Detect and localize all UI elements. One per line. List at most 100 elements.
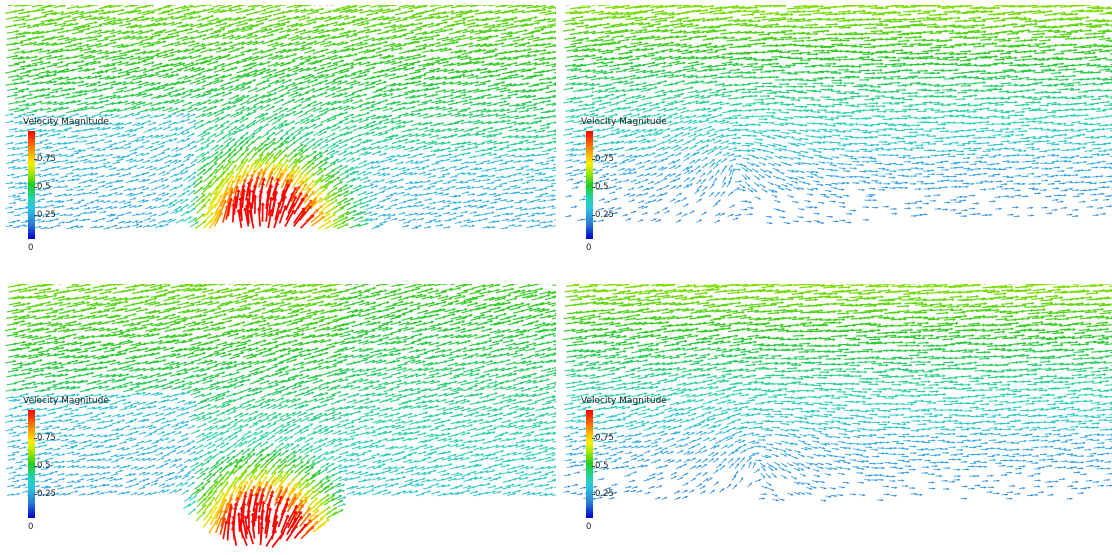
vector-arrowhead [192, 163, 196, 167]
vector-arrowhead [241, 141, 244, 144]
vector-arrowhead [255, 47, 258, 51]
vector-arrowhead [247, 106, 250, 110]
vector-arrowhead [440, 187, 444, 190]
vector-arrowhead [249, 40, 253, 44]
vector-arrowhead [540, 161, 544, 165]
vector-arrow [463, 5, 475, 8]
vector-arrowhead [368, 171, 372, 175]
vector-arrowhead [336, 158, 339, 162]
vector-arrowhead [419, 21, 423, 26]
vector-arrowhead [427, 187, 431, 190]
vector-arrowhead [334, 100, 337, 104]
vector-arrowhead [270, 5, 273, 7]
vector-arrowhead [398, 144, 402, 148]
vector-arrowhead [175, 73, 179, 77]
vector-arrowhead [327, 118, 331, 121]
vector-arrowhead [112, 29, 115, 33]
vector-arrowhead [228, 17, 232, 21]
vector-arrowhead [468, 141, 472, 144]
vector-arrowhead [15, 87, 18, 91]
vector-arrowhead [292, 111, 296, 114]
vector-arrowhead [552, 109, 555, 113]
vector-arrowhead [314, 40, 318, 44]
vector-arrowhead [142, 135, 145, 139]
vector-arrowhead [346, 98, 350, 102]
vector-arrowhead [475, 74, 479, 79]
vector-arrowhead [546, 86, 550, 90]
vector-arrowhead [154, 115, 158, 118]
vector-arrowhead [52, 95, 55, 99]
vector-arrowhead [66, 68, 70, 72]
vector-arrowhead [379, 121, 382, 125]
vector-arrowhead [113, 167, 117, 170]
vector-arrowhead [317, 143, 321, 147]
vector-arrowhead [292, 82, 296, 86]
vector-arrowhead [129, 121, 132, 125]
vector-arrowhead [443, 81, 446, 85]
vector-arrowhead [434, 181, 438, 185]
vector-arrowhead [125, 100, 129, 104]
vector-arrowhead [245, 164, 250, 168]
vector-arrowhead [390, 107, 393, 111]
vector-arrowhead [544, 187, 548, 190]
vector-arrowhead [410, 9, 414, 13]
vector-arrowhead [496, 86, 500, 90]
vector-arrowhead [453, 179, 457, 182]
vector-arrowhead [242, 82, 246, 86]
vector-arrowhead [311, 74, 315, 78]
vector-arrowhead [191, 66, 195, 70]
vector-arrowhead [392, 16, 396, 20]
vector-arrowhead [10, 113, 14, 116]
vector-arrowhead [117, 126, 121, 129]
vector-arrowhead [81, 10, 85, 14]
vector-arrowhead [435, 93, 439, 97]
vector-arrowhead [548, 9, 552, 14]
vector-arrowhead [249, 66, 253, 70]
vector-arrowhead [84, 139, 88, 143]
vector-arrowhead [503, 28, 507, 32]
vector-arrowhead [356, 150, 360, 154]
vector-arrowhead [507, 88, 511, 92]
vector-arrowhead [173, 112, 177, 116]
vector-arrowhead [423, 54, 427, 58]
vector-arrowhead [96, 5, 99, 7]
vector-arrowhead [52, 178, 56, 181]
vector-arrowhead [413, 185, 416, 189]
vector-arrowhead [324, 91, 328, 95]
vector-arrowhead [160, 134, 164, 138]
vector-arrowhead [87, 24, 91, 28]
vector-arrowhead [87, 75, 91, 79]
vector-arrowhead [259, 126, 263, 129]
vector-arrowhead [200, 119, 204, 123]
vector-arrowhead [280, 129, 284, 133]
vector-arrowhead [331, 175, 335, 179]
vector-arrowhead [351, 93, 355, 96]
vector-arrowhead [508, 56, 512, 60]
vector-arrowhead [534, 61, 538, 65]
vector-arrowhead [64, 193, 67, 196]
vector-arrow [552, 11, 556, 14]
vector-arrowhead [147, 140, 150, 143]
vector-arrowhead [113, 80, 117, 84]
vector-arrowhead [156, 73, 160, 77]
vector-arrowhead [334, 54, 338, 58]
vector-arrowhead [70, 172, 74, 175]
vector-arrowhead [192, 40, 195, 44]
vector-arrowhead [346, 105, 350, 109]
vector-arrowhead [109, 145, 113, 149]
vector-arrowhead [195, 29, 199, 33]
vector-arrowhead [281, 85, 285, 89]
vector-arrowhead [395, 167, 399, 170]
vector-arrowhead [498, 155, 502, 159]
vector-arrowhead [156, 49, 160, 53]
vector-arrowhead [21, 89, 25, 93]
vector-arrowhead [66, 48, 70, 52]
vector-arrowhead [344, 111, 348, 115]
vector-arrowhead [321, 28, 325, 33]
vector-arrowhead [202, 169, 206, 172]
vector-arrowhead [165, 178, 169, 182]
vector-arrowhead [199, 180, 203, 184]
vector-arrowhead [419, 76, 422, 80]
vector-arrow [429, 5, 442, 8]
vector-arrowhead [526, 82, 530, 86]
